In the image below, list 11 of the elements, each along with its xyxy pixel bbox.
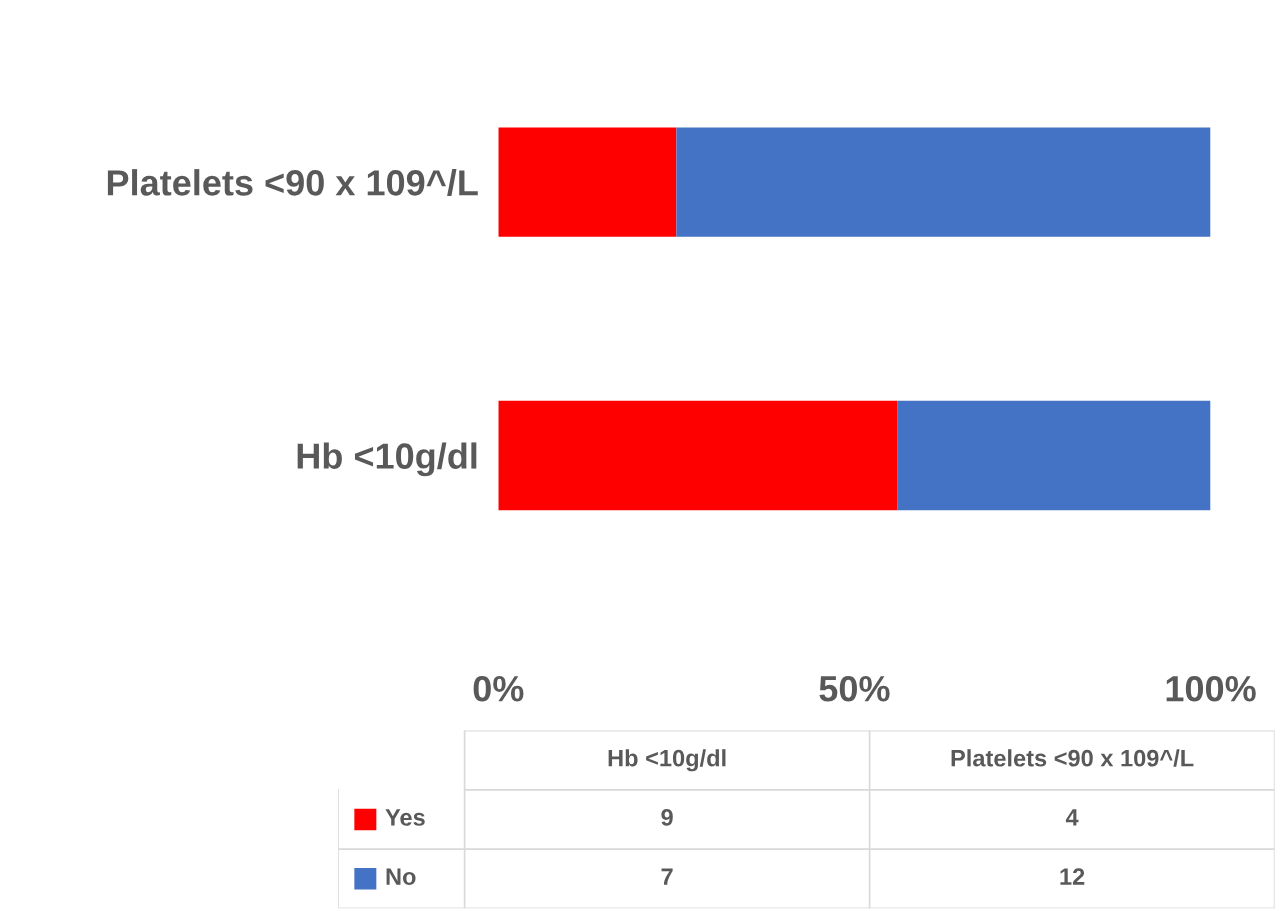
x-tick-label: 0% [473, 675, 524, 702]
text: 12 [1060, 868, 1085, 885]
text: 7 [661, 868, 673, 885]
legend-label: No [386, 868, 416, 885]
x-tick-label: 100% [1166, 675, 1256, 702]
x-tick-label: 50% [819, 675, 890, 702]
category-label: Platelets <90 x 109^/L [951, 749, 1194, 767]
legend-label: Yes [385, 809, 425, 826]
category-label: Hb <10g/dl [608, 749, 726, 772]
text: 9 [661, 809, 673, 826]
text: 4 [1065, 809, 1079, 826]
